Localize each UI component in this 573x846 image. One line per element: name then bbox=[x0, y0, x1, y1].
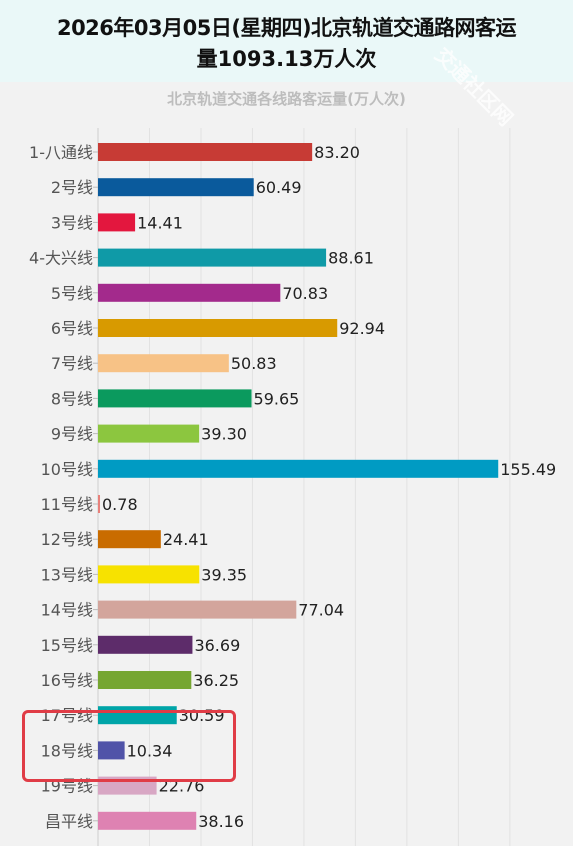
value-label: 155.49 bbox=[500, 460, 556, 479]
value-label: 10.34 bbox=[127, 741, 173, 760]
category-label: 昌平线 bbox=[45, 812, 93, 831]
value-label: 39.35 bbox=[201, 565, 247, 584]
category-label: 5号线 bbox=[51, 284, 93, 303]
value-label: 36.25 bbox=[193, 671, 239, 690]
category-label: 12号线 bbox=[41, 530, 93, 549]
category-label: 10号线 bbox=[41, 460, 93, 479]
bar bbox=[98, 565, 200, 584]
value-label: 59.65 bbox=[254, 389, 300, 408]
bar bbox=[98, 354, 229, 373]
bar bbox=[98, 811, 197, 830]
value-label: 36.69 bbox=[194, 636, 240, 655]
bar bbox=[98, 389, 252, 408]
value-label: 88.61 bbox=[328, 249, 374, 268]
bar bbox=[98, 530, 161, 549]
value-label: 77.04 bbox=[298, 601, 344, 620]
category-label: 3号线 bbox=[51, 213, 93, 232]
category-label: 13号线 bbox=[41, 565, 93, 584]
bar bbox=[98, 741, 125, 760]
header-banner: 2026年03月05日(星期四)北京轨道交通路网客运 量1093.13万人次 bbox=[0, 0, 573, 82]
bar bbox=[98, 424, 200, 443]
category-label: 16号线 bbox=[41, 671, 93, 690]
category-label: 15号线 bbox=[41, 636, 93, 655]
bar bbox=[98, 178, 254, 197]
bar bbox=[98, 213, 136, 232]
value-label: 92.94 bbox=[339, 319, 385, 338]
category-label: 9号线 bbox=[51, 425, 93, 444]
bar bbox=[98, 635, 193, 654]
value-label: 39.30 bbox=[201, 425, 247, 444]
bar bbox=[98, 319, 338, 337]
value-label: 83.20 bbox=[314, 143, 360, 162]
value-label: 0.78 bbox=[102, 495, 138, 514]
bar bbox=[98, 459, 499, 478]
category-label: 18号线 bbox=[41, 741, 93, 760]
bar bbox=[98, 600, 297, 619]
category-label: 7号线 bbox=[51, 354, 93, 373]
value-label: 24.41 bbox=[163, 530, 209, 549]
bar bbox=[98, 143, 313, 161]
value-label: 14.41 bbox=[137, 213, 183, 232]
value-label: 38.16 bbox=[198, 812, 244, 831]
category-label: 8号线 bbox=[51, 389, 93, 408]
bar bbox=[98, 671, 192, 689]
category-label: 4-大兴线 bbox=[29, 249, 93, 268]
bar bbox=[98, 283, 281, 302]
value-label: 60.49 bbox=[256, 178, 302, 197]
page-title-line-1: 2026年03月05日(星期四)北京轨道交通路网客运 bbox=[56, 16, 517, 40]
category-label: 11号线 bbox=[41, 495, 93, 514]
value-label: 50.83 bbox=[231, 354, 277, 373]
highlight-box bbox=[22, 710, 236, 782]
category-label: 2号线 bbox=[51, 178, 93, 197]
category-label: 6号线 bbox=[51, 319, 93, 338]
page-title-line-2: 量1093.13万人次 bbox=[196, 47, 377, 71]
category-label: 1-八通线 bbox=[29, 143, 93, 162]
value-label: 70.83 bbox=[282, 284, 328, 303]
bar bbox=[98, 248, 327, 267]
chart-title: 北京轨道交通各线路客运量(万人次) bbox=[167, 90, 406, 108]
bar bbox=[98, 495, 101, 513]
category-label: 14号线 bbox=[41, 601, 93, 620]
